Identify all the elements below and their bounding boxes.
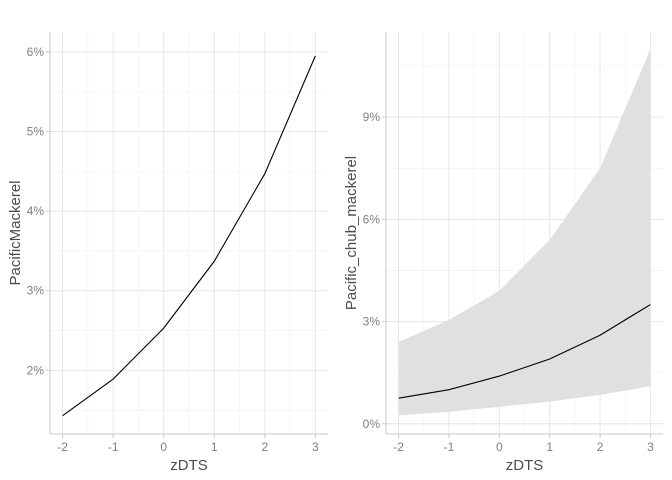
left-x-axis-title: zDTS	[170, 457, 208, 474]
left-y-tick-label: 4%	[27, 204, 45, 218]
left-x-tick-label: 1	[211, 440, 218, 454]
right-x-tick-label: 2	[597, 440, 604, 454]
left-x-tick-label: -1	[108, 440, 119, 454]
right-x-tick-label: -2	[393, 440, 404, 454]
right-x-tick-label: -1	[444, 440, 455, 454]
right-y-tick-label: 9%	[363, 110, 381, 124]
right-y-tick-label: 0%	[363, 417, 381, 431]
right-x-axis-title: zDTS	[506, 457, 544, 474]
left-y-tick-label: 5%	[27, 125, 45, 139]
left-series-line	[62, 55, 316, 417]
right-x-tick-label: 1	[546, 440, 553, 454]
left-x-tick-label: -2	[57, 440, 68, 454]
right-series-line	[398, 304, 651, 399]
left-y-tick-label: 6%	[27, 45, 45, 59]
left-chart-panel: -2 -1 0 1 2 3 2% 3% 4% 5% 6% zDTS PacificMackerel	[7, 32, 328, 474]
left-x-tick-label: 2	[261, 440, 268, 454]
left-x-tick-label: 0	[160, 440, 167, 454]
right-confidence-ribbon	[398, 49, 651, 416]
right-x-tick-label: 0	[496, 440, 503, 454]
right-x-tick-label: 3	[647, 440, 654, 454]
left-y-axis-title: PacificMackerel	[7, 180, 24, 285]
right-y-tick-label: 3%	[363, 315, 381, 329]
left-y-tick-label: 3%	[27, 284, 45, 298]
left-y-tick-label: 2%	[27, 363, 45, 377]
right-y-tick-label: 6%	[363, 212, 381, 226]
right-y-axis-title: Pacific_chub_mackerel	[343, 156, 360, 310]
left-x-tick-label: 3	[312, 440, 319, 454]
right-chart-panel: -2 -1 0 1 2 3 0% 3% 6% 9% zDTS Pacific_chub_mackere…	[343, 32, 663, 474]
